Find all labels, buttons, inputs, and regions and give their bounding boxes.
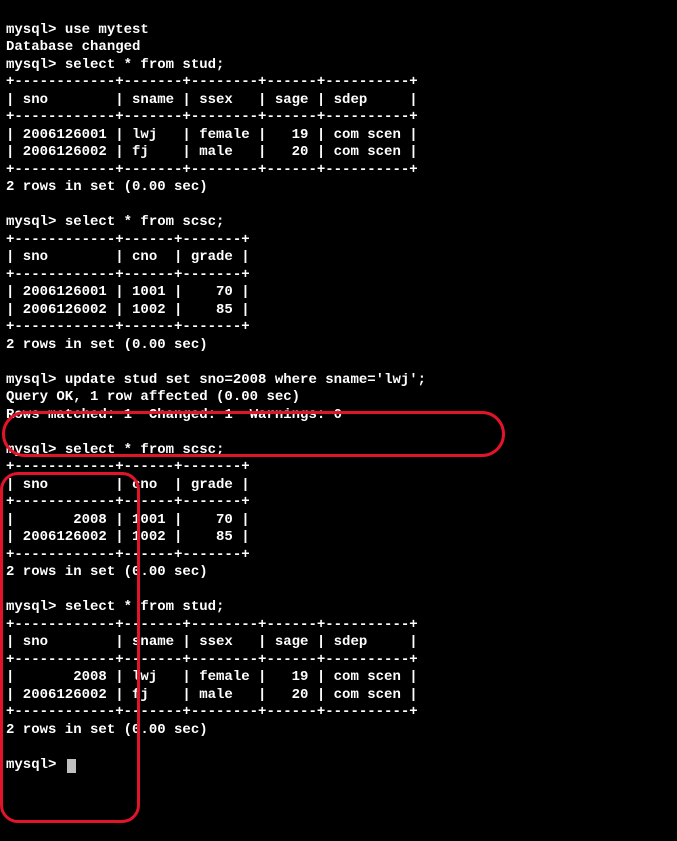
command-select-stud: select * from stud;	[65, 57, 225, 73]
prompt: mysql>	[6, 599, 65, 615]
table-border: +------------+-------+--------+------+--…	[6, 162, 418, 178]
command-select-scsc: select * from scsc;	[65, 442, 225, 458]
table-row: | 2006126002 | 1002 | 85 |	[6, 302, 250, 318]
table-border: +------------+-------+--------+------+--…	[6, 704, 418, 720]
table-row: | 2006126001 | lwj | female | 19 | com s…	[6, 127, 418, 143]
table-header: | sno | sname | ssex | sage | sdep |	[6, 92, 418, 108]
table-border: +------------+-------+--------+------+--…	[6, 652, 418, 668]
table-row: | 2008 | lwj | female | 19 | com scen |	[6, 669, 418, 685]
mysql-terminal[interactable]: mysql> use mytest Database changed mysql…	[0, 0, 677, 813]
table-border: +------------+------+-------+	[6, 547, 250, 563]
table-row: | 2006126001 | 1001 | 70 |	[6, 284, 250, 300]
table-border: +------------+-------+--------+------+--…	[6, 617, 418, 633]
command-select-scsc: select * from scsc;	[65, 214, 225, 230]
prompt: mysql>	[6, 372, 65, 388]
command-select-stud: select * from stud;	[65, 599, 225, 615]
output-rows-in-set: 2 rows in set (0.00 sec)	[6, 337, 208, 353]
table-row: | 2006126002 | fj | male | 20 | com scen…	[6, 687, 418, 703]
output-rows-in-set: 2 rows in set (0.00 sec)	[6, 564, 208, 580]
table-border: +------------+-------+--------+------+--…	[6, 74, 418, 90]
table-border: +------------+-------+--------+------+--…	[6, 109, 418, 125]
output-query-ok: Query OK, 1 row affected (0.00 sec)	[6, 389, 300, 405]
table-border: +------------+------+-------+	[6, 459, 250, 475]
prompt: mysql>	[6, 57, 65, 73]
table-header: | sno | cno | grade |	[6, 249, 250, 265]
table-row: | 2006126002 | fj | male | 20 | com scen…	[6, 144, 418, 160]
table-border: +------------+------+-------+	[6, 494, 250, 510]
output-db-changed: Database changed	[6, 39, 140, 55]
prompt: mysql>	[6, 214, 65, 230]
table-border: +------------+------+-------+	[6, 232, 250, 248]
prompt: mysql>	[6, 22, 65, 38]
cursor-icon	[67, 759, 76, 773]
table-row: | 2008 | 1001 | 70 |	[6, 512, 250, 528]
table-border: +------------+------+-------+	[6, 319, 250, 335]
output-rows-in-set: 2 rows in set (0.00 sec)	[6, 179, 208, 195]
table-border: +------------+------+-------+	[6, 267, 250, 283]
output-rows-matched: Rows matched: 1 Changed: 1 Warnings: 0	[6, 407, 342, 423]
output-rows-in-set: 2 rows in set (0.00 sec)	[6, 722, 208, 738]
command-update-stud: update stud set sno=2008 where sname='lw…	[65, 372, 426, 388]
prompt: mysql>	[6, 757, 65, 773]
command-use-db: use mytest	[65, 22, 149, 38]
table-row: | 2006126002 | 1002 | 85 |	[6, 529, 250, 545]
table-header: | sno | cno | grade |	[6, 477, 250, 493]
table-header: | sno | sname | ssex | sage | sdep |	[6, 634, 418, 650]
prompt: mysql>	[6, 442, 65, 458]
